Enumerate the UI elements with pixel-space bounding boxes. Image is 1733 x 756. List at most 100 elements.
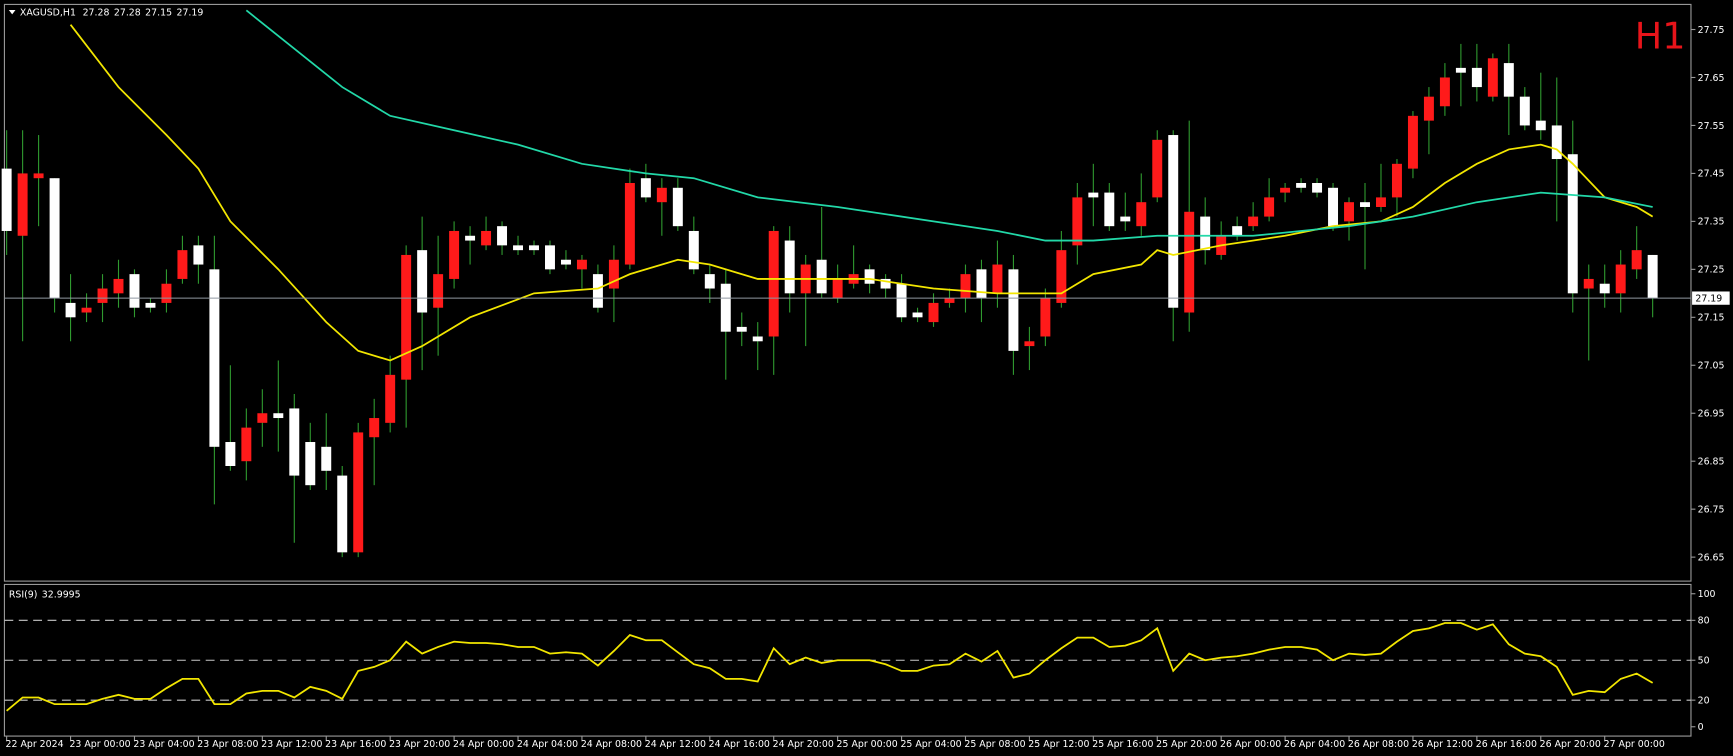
bull-candle <box>768 230 779 337</box>
x-tick-label: 23 Apr 04:00 <box>133 739 194 750</box>
bull-candle <box>1423 96 1434 121</box>
bull-candle <box>944 298 955 303</box>
bear-candle <box>592 274 603 308</box>
y-tick-label: 26.75 <box>1698 504 1725 515</box>
header-open: 27.28 <box>83 7 110 18</box>
bull-candle <box>369 418 380 438</box>
bear-candle <box>560 259 571 265</box>
bear-candle <box>784 240 795 294</box>
y-tick-label: 27.55 <box>1698 121 1725 132</box>
bull-candle <box>401 254 412 380</box>
price-pane <box>3 3 1692 582</box>
bull-candle <box>960 274 971 299</box>
bear-candle <box>225 442 236 466</box>
y-tick-label: 27.75 <box>1698 25 1725 36</box>
bear-candle <box>337 475 348 553</box>
bear-candle <box>129 274 140 308</box>
x-tick-label: 23 Apr 12:00 <box>261 739 322 750</box>
bear-candle <box>321 446 332 471</box>
header-high: 27.28 <box>114 7 141 18</box>
bear-candle <box>976 269 987 299</box>
x-tick-label: 25 Apr 08:00 <box>964 739 1025 750</box>
y-tick-label: 26.85 <box>1698 457 1725 468</box>
bear-candle <box>1471 67 1482 88</box>
y-tick-label: 100 <box>1698 589 1716 600</box>
symbol: XAGUSD,H1 <box>20 7 76 18</box>
bull-candle <box>576 259 587 270</box>
x-tick-label: 23 Apr 16:00 <box>325 739 386 750</box>
bear-candle <box>145 302 156 308</box>
x-tick-label: 27 Apr 00:00 <box>1604 739 1665 750</box>
bear-candle <box>1120 216 1131 222</box>
bear-candle <box>273 413 284 419</box>
x-tick-label: 25 Apr 00:00 <box>837 739 898 750</box>
bear-candle <box>1551 125 1562 160</box>
y-tick-label: 27.25 <box>1698 265 1725 276</box>
bull-candle <box>353 432 364 553</box>
bear-candle <box>497 226 508 246</box>
bull-candle <box>1152 139 1163 198</box>
x-tick-label: 24 Apr 20:00 <box>773 739 834 750</box>
x-tick-label: 26 Apr 00:00 <box>1220 739 1281 750</box>
bear-candle <box>880 278 891 289</box>
rsi-line <box>6 622 1654 712</box>
bull-candle <box>241 427 252 462</box>
bull-candle <box>1136 202 1147 227</box>
bull-candle <box>113 278 124 294</box>
bear-candle <box>736 326 747 332</box>
y-tick-label: 26.95 <box>1698 409 1725 420</box>
bear-candle <box>1519 96 1530 126</box>
bear-candle <box>816 259 827 294</box>
bull-candle <box>1248 216 1259 227</box>
bear-candle <box>193 245 204 265</box>
bull-candle <box>608 259 619 289</box>
x-tick-label: 23 Apr 08:00 <box>197 739 258 750</box>
bear-candle <box>672 187 683 227</box>
x-tick-label: 24 Apr 00:00 <box>453 739 514 750</box>
y-tick-label: 26.65 <box>1698 552 1725 563</box>
x-tick-label: 26 Apr 08:00 <box>1348 739 1409 750</box>
y-tick-label: 27.15 <box>1698 313 1725 324</box>
bull-candle <box>1040 298 1051 337</box>
bear-candle <box>529 245 539 251</box>
bear-candle <box>1599 283 1610 294</box>
bear-candle <box>1328 187 1339 227</box>
rsi-last: 32.9995 <box>42 590 81 601</box>
header-close: 27.19 <box>176 7 203 18</box>
bull-candle <box>385 374 396 423</box>
x-tick-label: 23 Apr 00:00 <box>69 739 130 750</box>
bull-candle <box>1439 77 1450 107</box>
bull-candle <box>1487 58 1498 97</box>
bear-candle <box>1104 192 1115 227</box>
bull-candle <box>257 413 268 423</box>
bull-candle <box>97 288 108 303</box>
x-tick-label: 26 Apr 16:00 <box>1476 739 1537 750</box>
bear-candle <box>1360 202 1370 207</box>
y-tick-label: 20 <box>1698 695 1710 706</box>
bear-candle <box>720 283 731 332</box>
y-tick-label: 0 <box>1698 722 1704 733</box>
bull-candle <box>1376 197 1386 207</box>
y-tick-label: 27.05 <box>1698 361 1725 372</box>
bear-candle <box>1232 226 1243 236</box>
rsi-header: RSI(9) 32.9995 <box>9 590 81 601</box>
y-tick-label: 27.45 <box>1698 169 1725 180</box>
bull-candle <box>1072 197 1083 246</box>
bear-candle <box>417 250 428 313</box>
y-tick-label: 27.35 <box>1698 217 1725 228</box>
x-tick-label: 26 Apr 04:00 <box>1284 739 1345 750</box>
bull-candle <box>449 230 460 279</box>
bear-candle <box>688 230 699 270</box>
bear-candle <box>1008 269 1019 351</box>
bull-candle <box>1264 197 1275 217</box>
x-tick-label: 25 Apr 16:00 <box>1092 739 1153 750</box>
bear-candle <box>1503 63 1514 97</box>
bull-candle <box>177 250 188 279</box>
timeframe-annotation: H1 <box>1635 15 1686 58</box>
bull-candle <box>656 187 667 203</box>
moving-average <box>245 9 1653 242</box>
rsi-title: RSI(9) <box>9 590 38 601</box>
bull-candle <box>33 173 44 179</box>
x-tick-label: 25 Apr 20:00 <box>1156 739 1217 750</box>
